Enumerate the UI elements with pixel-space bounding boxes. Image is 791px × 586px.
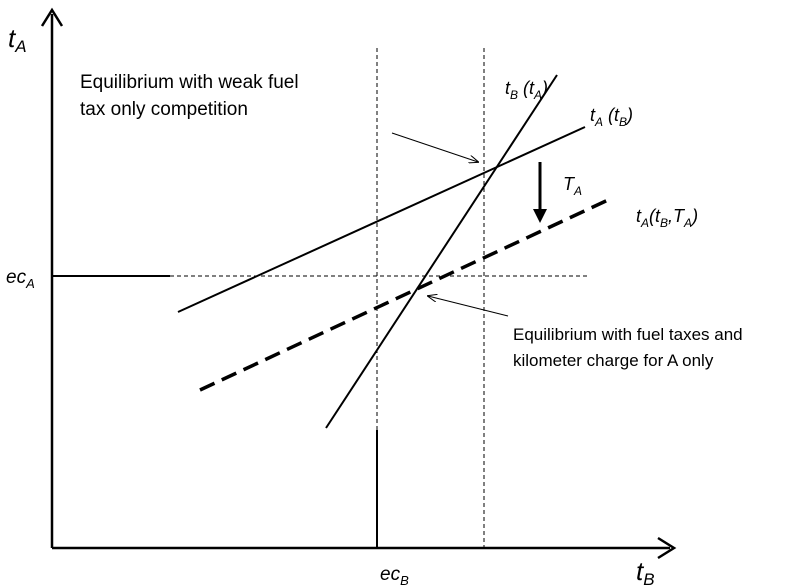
label-part: (t: [603, 105, 620, 125]
label-part: ec: [380, 564, 401, 585]
ecb-label: ecB: [380, 564, 409, 586]
subscript: A: [533, 88, 542, 102]
annotation-weak: Equilibrium with weak fuel: [80, 72, 299, 93]
y-axis-label: tA: [8, 23, 27, 56]
label-part: (t: [518, 78, 535, 98]
subscript: B: [643, 570, 654, 586]
curve-ta-shifted: [199, 198, 609, 392]
curve-ta: [177, 126, 586, 313]
label-part: ,T: [668, 206, 686, 226]
label-part: t: [8, 23, 17, 53]
label-part: t: [590, 105, 596, 125]
subscript: B: [510, 88, 518, 102]
x-axis-label: tB: [636, 556, 655, 586]
curve-ta-label: tA (tB): [590, 105, 633, 129]
subscript: A: [14, 37, 26, 56]
subscript: A: [573, 184, 582, 198]
curve-tb: [325, 74, 558, 429]
annotation-weak: tax only competition: [80, 99, 248, 120]
y-arrow: [40, 7, 64, 27]
axes: [40, 7, 677, 560]
curve-ta-shifted-label: tA(tB,TA): [636, 206, 698, 230]
label-part: (t: [649, 206, 661, 226]
label-part: t: [505, 78, 511, 98]
label-part: t: [636, 556, 645, 586]
guides: [170, 48, 588, 548]
label-part: ec: [6, 267, 27, 288]
weak-arrow: [391, 132, 478, 162]
label-part: T: [563, 174, 576, 194]
annotation-km: Equilibrium with fuel taxes and: [513, 325, 743, 344]
subscript: B: [660, 216, 668, 230]
subscript: B: [400, 573, 409, 586]
curve-tb-label: tB (tA): [505, 78, 548, 102]
subscript: A: [594, 115, 603, 129]
eca-label: ecA: [6, 267, 35, 291]
label-part: ): [540, 78, 548, 98]
subscript: B: [619, 115, 627, 129]
label-part: ): [690, 206, 698, 226]
subscript: A: [640, 216, 649, 230]
km-arrow: [428, 296, 509, 317]
x-arrow: [657, 536, 677, 560]
label-part: ): [625, 105, 633, 125]
annotation-km: kilometer charge for A only: [513, 351, 714, 370]
label-part: t: [636, 206, 642, 226]
subscript: A: [25, 276, 35, 291]
shift-label: TA: [563, 174, 582, 198]
subscript: A: [683, 216, 692, 230]
